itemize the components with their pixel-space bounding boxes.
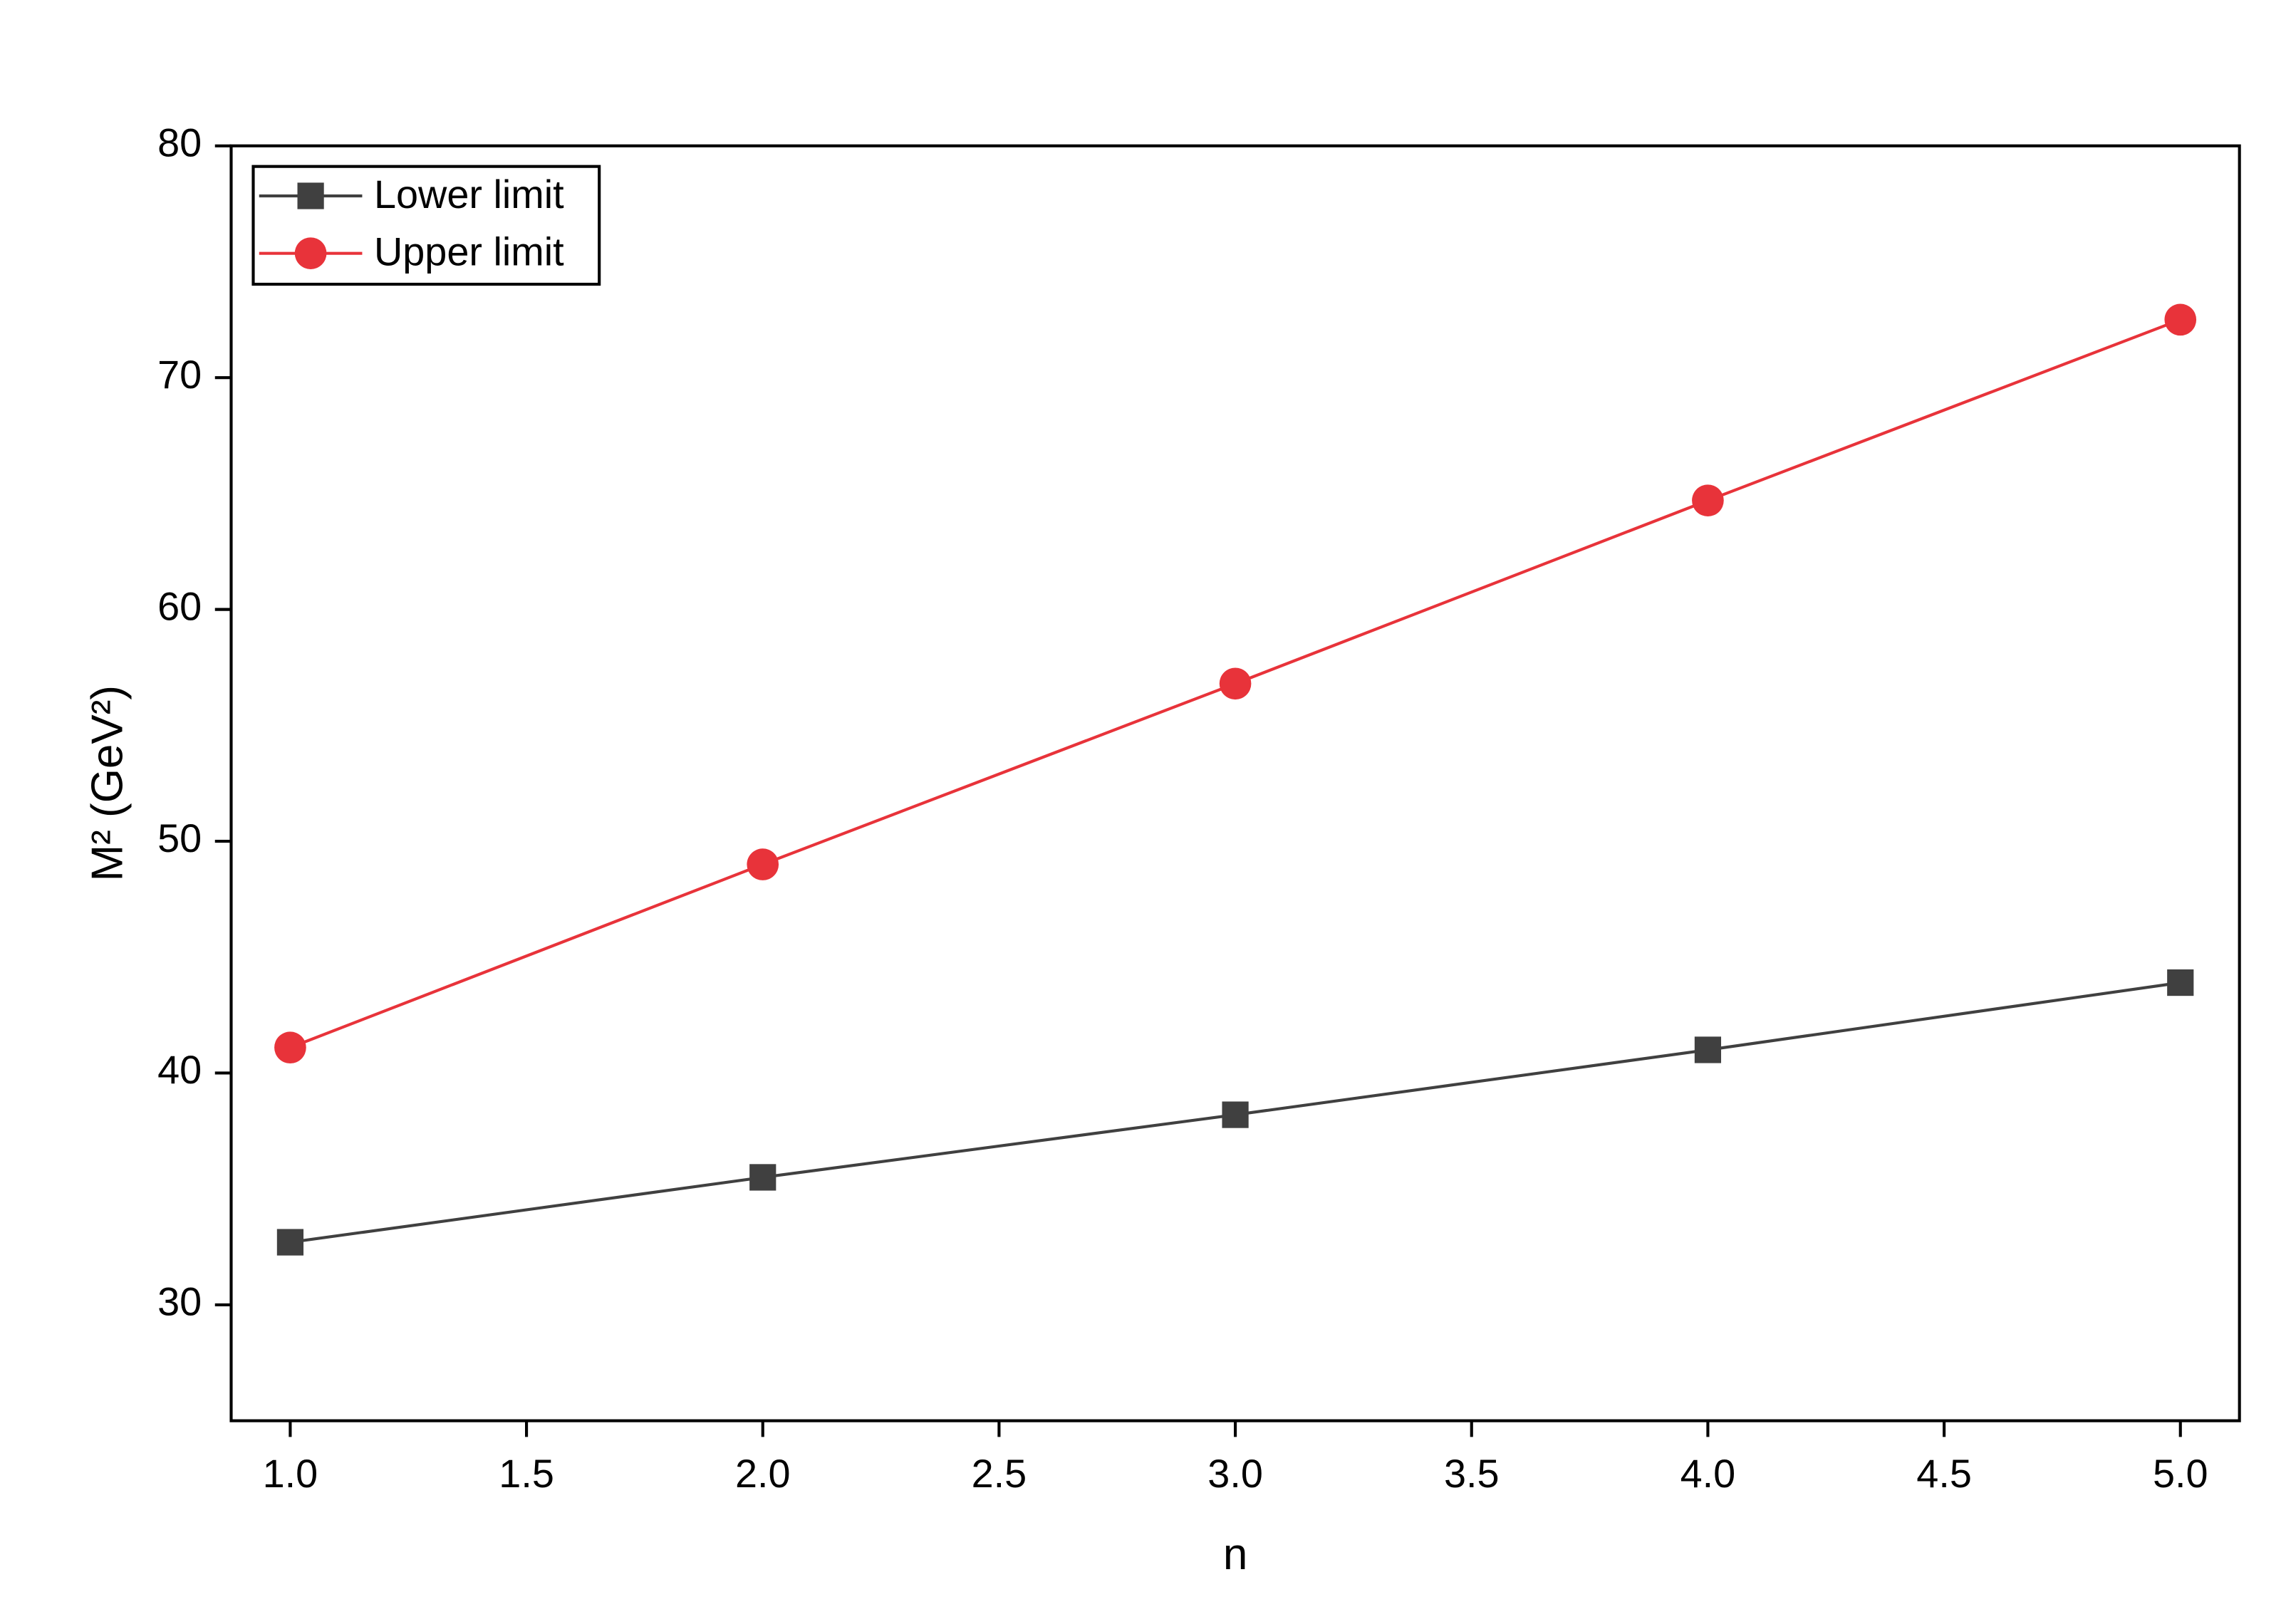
plot-frame (229, 144, 2241, 1422)
y-tick-label: 80 (157, 120, 202, 165)
x-tick-label: 3.5 (1444, 1451, 1500, 1496)
legend-marker (297, 182, 324, 209)
legend-marker (294, 237, 327, 269)
legend-label: Upper limit (374, 229, 564, 274)
x-axis-label: n (1223, 1530, 1247, 1579)
x-tick-label: 2.5 (972, 1451, 1027, 1496)
marker (1692, 484, 1724, 516)
legend-label: Lower limit (374, 172, 564, 217)
x-tick-label: 2.0 (735, 1451, 791, 1496)
marker (2164, 303, 2197, 336)
y-tick-label: 40 (157, 1047, 202, 1092)
y-tick-label: 70 (157, 352, 202, 397)
marker (1694, 1036, 1722, 1063)
y-axis-label: M² (GeV²) (83, 685, 132, 882)
x-tick-label: 1.0 (263, 1451, 318, 1496)
marker (1222, 1101, 1249, 1128)
marker (276, 1229, 304, 1256)
marker (2167, 969, 2194, 996)
x-tick-label: 4.5 (1916, 1451, 1972, 1496)
marker (1219, 667, 1252, 700)
y-tick-label: 60 (157, 583, 202, 628)
y-tick-label: 30 (157, 1279, 202, 1324)
x-tick-label: 4.0 (1680, 1451, 1736, 1496)
x-tick-label: 5.0 (2153, 1451, 2208, 1496)
y-tick-label: 50 (157, 816, 202, 860)
x-tick-label: 1.5 (499, 1451, 554, 1496)
marker (747, 848, 779, 880)
marker (274, 1031, 306, 1064)
marker (749, 1164, 776, 1191)
x-tick-label: 3.0 (1207, 1451, 1263, 1496)
